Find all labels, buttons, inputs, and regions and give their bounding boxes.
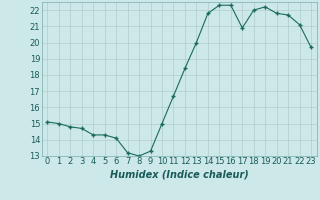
X-axis label: Humidex (Indice chaleur): Humidex (Indice chaleur) xyxy=(110,169,249,179)
